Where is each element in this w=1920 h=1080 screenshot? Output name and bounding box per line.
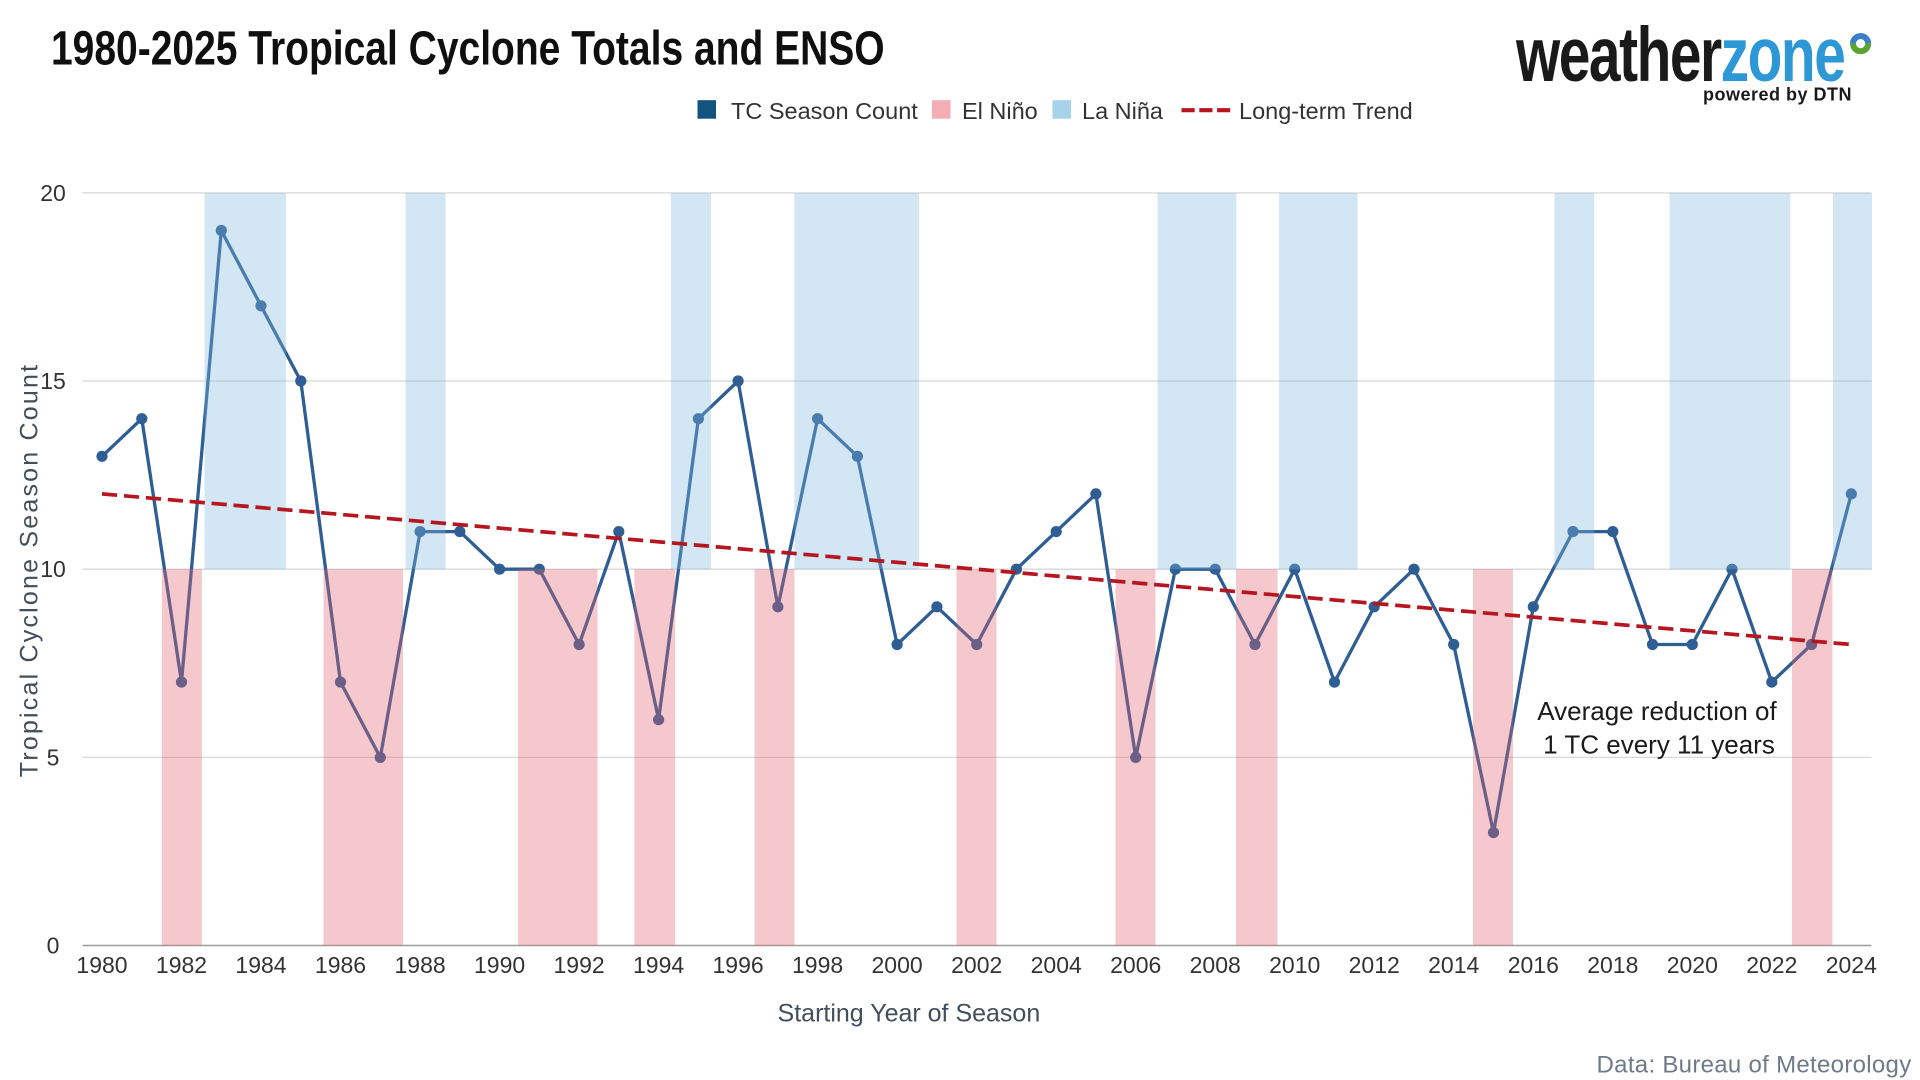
svg-text:1980: 1980 [76, 952, 127, 978]
svg-text:2012: 2012 [1349, 952, 1400, 978]
svg-text:1984: 1984 [235, 952, 286, 978]
svg-text:5: 5 [47, 744, 60, 770]
svg-text:2002: 2002 [951, 952, 1002, 978]
svg-text:1 TC every 11 years: 1 TC every 11 years [1543, 730, 1775, 760]
svg-text:Starting Year of Season: Starting Year of Season [778, 1000, 1041, 1028]
svg-text:Long-term Trend: Long-term Trend [1239, 98, 1413, 124]
svg-text:TC Season Count: TC Season Count [731, 98, 918, 124]
svg-text:2020: 2020 [1667, 952, 1718, 978]
svg-text:1980-2025 Tropical Cyclone Tot: 1980-2025 Tropical Cyclone Totals and EN… [51, 22, 885, 76]
svg-text:1996: 1996 [713, 952, 764, 978]
svg-text:2016: 2016 [1508, 952, 1559, 978]
svg-text:El Niño: El Niño [962, 98, 1038, 124]
svg-text:La Niña: La Niña [1082, 98, 1164, 124]
svg-text:2004: 2004 [1031, 952, 1082, 978]
svg-text:powered by DTN: powered by DTN [1703, 85, 1852, 105]
svg-text:2010: 2010 [1269, 952, 1320, 978]
svg-text:2018: 2018 [1587, 952, 1638, 978]
svg-text:1982: 1982 [156, 952, 207, 978]
svg-text:1988: 1988 [395, 952, 446, 978]
svg-text:Data: Bureau of Meteorology: Data: Bureau of Meteorology [1597, 1052, 1912, 1079]
svg-text:1990: 1990 [474, 952, 525, 978]
svg-text:2024: 2024 [1826, 952, 1877, 978]
svg-text:1986: 1986 [315, 952, 366, 978]
svg-text:Tropical Cyclone Season Count: Tropical Cyclone Season Count [15, 363, 43, 777]
svg-text:1992: 1992 [554, 952, 605, 978]
svg-text:1994: 1994 [633, 952, 684, 978]
svg-text:2014: 2014 [1428, 952, 1479, 978]
svg-text:2008: 2008 [1190, 952, 1241, 978]
svg-text:Average reduction of: Average reduction of [1537, 696, 1777, 726]
svg-text:2006: 2006 [1110, 952, 1161, 978]
svg-text:weatherzone: weatherzone [1515, 13, 1844, 98]
svg-text:20: 20 [40, 180, 66, 206]
svg-text:15: 15 [40, 368, 66, 394]
svg-text:10: 10 [40, 556, 66, 582]
svg-text:2022: 2022 [1746, 952, 1797, 978]
svg-text:0: 0 [47, 933, 60, 959]
svg-text:1998: 1998 [792, 952, 843, 978]
svg-text:2000: 2000 [872, 952, 923, 978]
